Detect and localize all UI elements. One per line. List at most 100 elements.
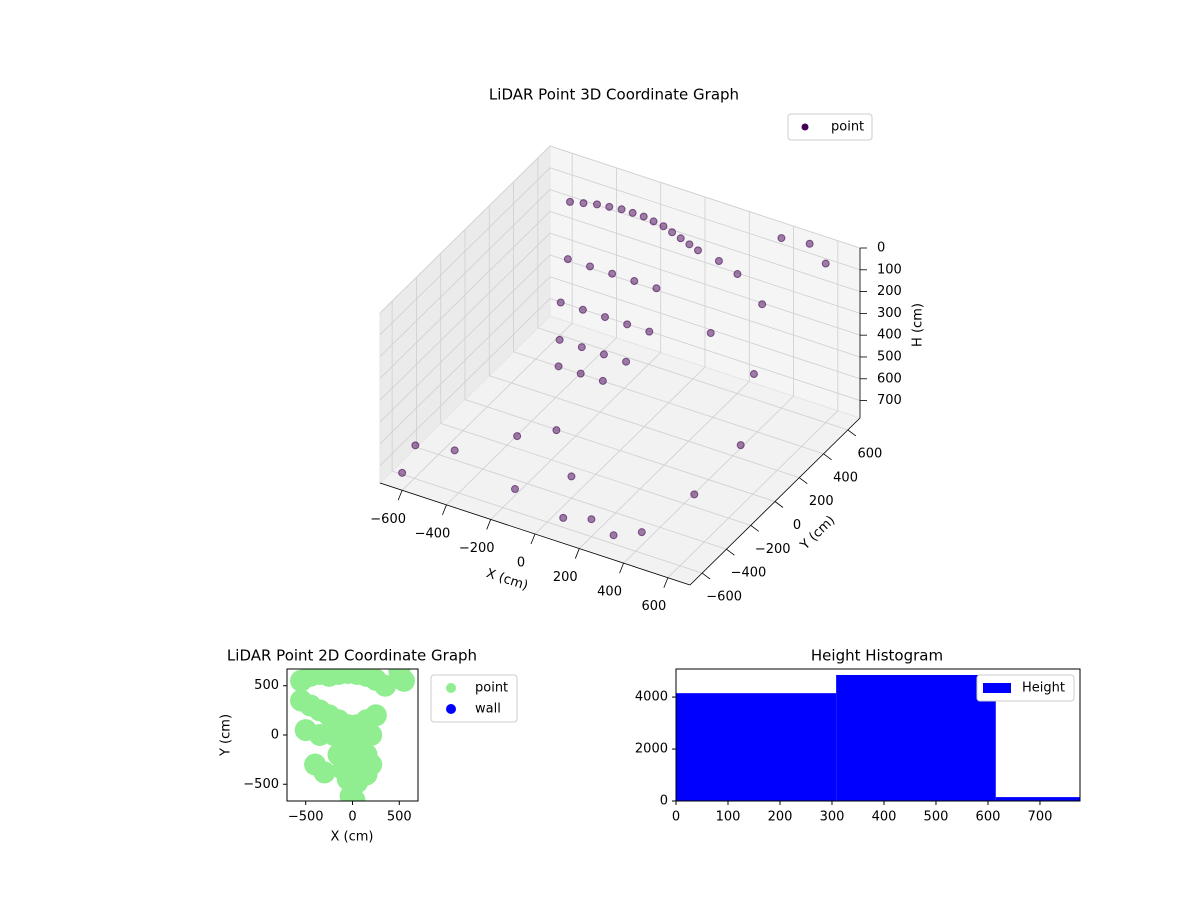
legend-label: Height	[1022, 681, 1065, 696]
y-tick-label: −200	[755, 542, 791, 557]
point	[567, 472, 576, 481]
legend-marker	[446, 683, 456, 693]
z-axis-label: H (cm)	[911, 303, 926, 347]
bar	[676, 693, 837, 801]
chart-title: LiDAR Point 3D Coordinate Graph	[489, 86, 739, 104]
point	[668, 228, 677, 237]
point	[605, 202, 614, 211]
y-tick-label: 200	[809, 494, 834, 509]
z-tick-label: 200	[877, 284, 902, 299]
x-tick-label: 600	[641, 599, 666, 614]
x-axis-line	[379, 482, 691, 586]
x-tick-label: 200	[768, 810, 793, 825]
z-tick-label: 0	[877, 241, 885, 256]
point	[566, 197, 574, 206]
point	[355, 763, 378, 786]
x-tick	[663, 577, 669, 588]
point	[630, 277, 639, 286]
x-tick-label: 300	[820, 810, 845, 825]
grid-line	[537, 327, 848, 431]
point	[343, 789, 366, 801]
grid-line	[513, 351, 824, 455]
x-axis-label: X (cm)	[331, 830, 374, 845]
point	[733, 270, 742, 279]
point	[805, 239, 814, 248]
point	[623, 320, 632, 329]
point	[511, 485, 519, 494]
point	[637, 528, 646, 537]
grid-line	[549, 189, 861, 292]
x-tick-label: −200	[459, 541, 495, 556]
x-tick-label: 500	[924, 810, 949, 825]
point	[579, 199, 588, 208]
grid-line	[549, 254, 861, 358]
bar	[836, 674, 996, 801]
x-tick	[530, 533, 536, 545]
x-tick	[442, 504, 447, 516]
grid-line	[379, 189, 551, 357]
point	[392, 669, 415, 692]
grid-line	[464, 399, 776, 502]
point	[628, 208, 637, 217]
legend-label: point	[475, 681, 508, 696]
x-tick-label: 400	[597, 585, 622, 600]
point	[593, 200, 601, 209]
z-tick-label: 300	[877, 306, 902, 321]
y-tick	[701, 572, 711, 580]
point	[598, 376, 607, 385]
legend-marker	[801, 123, 809, 131]
x-tick-label: 100	[716, 810, 741, 825]
point	[556, 298, 565, 307]
x-tick-label: −400	[415, 526, 451, 541]
grid-line	[489, 375, 800, 479]
y-tick-label: 500	[254, 678, 279, 693]
legend-box	[787, 113, 873, 141]
y-tick	[750, 525, 759, 532]
grid-line	[379, 276, 551, 445]
chart-title: Height Histogram	[811, 647, 943, 665]
y-axis-label: Y (cm)	[219, 714, 234, 757]
y-tick-label: −600	[706, 590, 742, 605]
chart-title: LiDAR Point 2D Coordinate Graph	[227, 647, 477, 665]
z-tick-label: 700	[877, 393, 902, 408]
grid-line	[549, 232, 861, 336]
x-tick-label: −600	[370, 512, 406, 527]
y-axis-label: Y (cm)	[797, 513, 838, 554]
point	[586, 262, 594, 271]
x-tick	[574, 548, 580, 559]
y-tick-label: −400	[731, 566, 767, 581]
point	[736, 441, 745, 450]
grid-line	[549, 167, 861, 271]
z-tick-label: 500	[877, 349, 902, 364]
point	[555, 335, 564, 344]
point	[601, 313, 609, 322]
point	[576, 369, 585, 378]
x-tick-label: −500	[288, 810, 324, 825]
point	[676, 234, 685, 243]
grid-line	[379, 211, 551, 379]
legend-label: point	[831, 120, 864, 135]
point	[694, 246, 702, 255]
point	[554, 362, 563, 371]
point	[685, 240, 694, 249]
x-tick-label: 400	[872, 810, 897, 825]
point	[313, 761, 336, 784]
point	[360, 724, 383, 746]
grid-line	[379, 298, 551, 466]
x-tick-label: 0	[672, 810, 680, 825]
point	[552, 426, 561, 435]
x-tick-label: 600	[976, 810, 1001, 825]
legend-marker	[446, 704, 456, 714]
point	[639, 212, 648, 221]
x-tick	[619, 562, 624, 574]
point	[749, 370, 758, 379]
z-tick-label: 600	[877, 371, 902, 386]
y-axis-line	[689, 417, 861, 586]
point	[609, 531, 618, 540]
point	[364, 704, 387, 727]
y-tick-label: 0	[271, 728, 279, 743]
point	[374, 674, 397, 697]
point	[617, 205, 626, 214]
point	[758, 300, 767, 309]
